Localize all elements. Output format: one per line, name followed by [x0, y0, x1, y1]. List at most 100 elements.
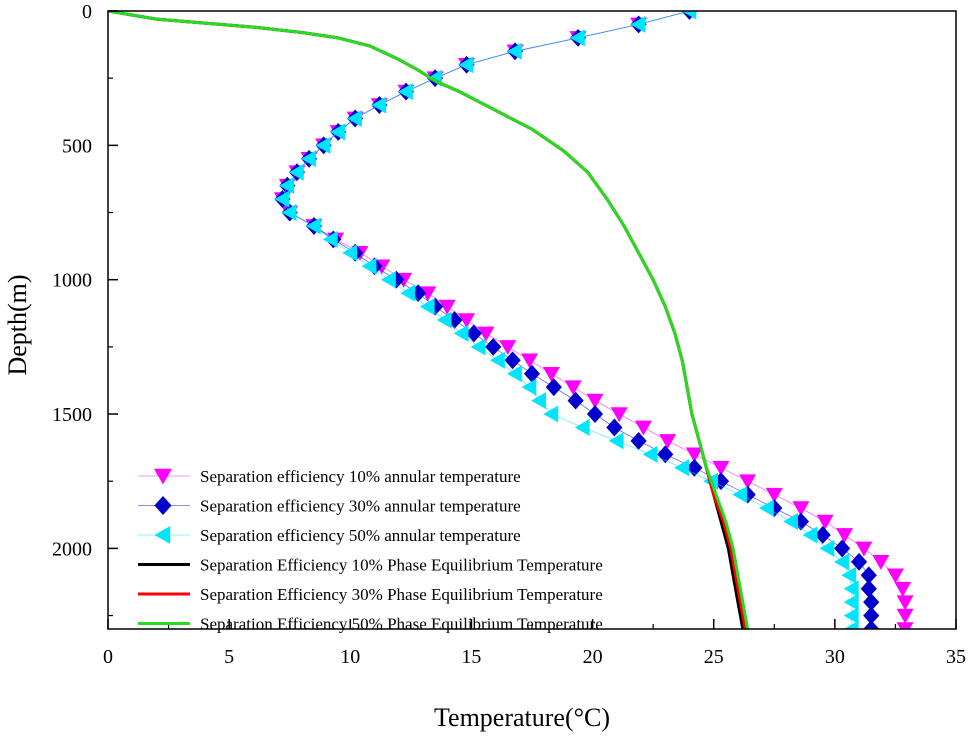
- legend-marker: [154, 526, 171, 544]
- data-point: [347, 109, 362, 127]
- data-point: [521, 353, 539, 369]
- data-point: [814, 526, 831, 544]
- data-point: [783, 513, 799, 531]
- data-point: [470, 338, 486, 356]
- legend-item-5: Separation Efficiency 30% Phase Equilibr…: [138, 585, 603, 604]
- data-point: [843, 580, 859, 598]
- x-tick-label: 5: [224, 646, 234, 668]
- data-point: [499, 340, 517, 355]
- data-point: [896, 622, 914, 629]
- data-point: [400, 284, 416, 302]
- data-point: [872, 555, 890, 570]
- data-point: [816, 514, 834, 530]
- data-point: [851, 552, 868, 571]
- y-tick-label: 500: [62, 135, 92, 157]
- axes-layer: 0 5 10 15 20 25 30 35 0 500 1000 1500 2000: [52, 1, 966, 668]
- data-point: [567, 391, 584, 410]
- data-point: [521, 378, 537, 396]
- data-point: [564, 380, 582, 396]
- data-point: [712, 460, 730, 476]
- y-tick-label: 0: [82, 1, 92, 23]
- data-point: [863, 593, 880, 612]
- data-point: [863, 606, 880, 625]
- data-point: [834, 539, 851, 558]
- data-point: [766, 499, 783, 518]
- data-point: [485, 337, 502, 356]
- data-point: [630, 431, 647, 450]
- data-point: [886, 568, 904, 584]
- legend-label: Separation Efficiency 50% Phase Equilibr…: [200, 615, 603, 634]
- data-point: [543, 405, 559, 423]
- data-point: [843, 620, 859, 629]
- y-tick-label: 2000: [52, 538, 92, 560]
- data-point: [380, 271, 396, 289]
- legend-marker: [154, 496, 172, 515]
- data-point: [397, 83, 413, 101]
- data-point: [841, 566, 857, 584]
- data-point: [279, 177, 295, 195]
- data-point: [301, 150, 316, 168]
- data-point: [802, 526, 818, 544]
- data-point: [288, 163, 304, 181]
- data-point: [843, 607, 859, 625]
- data-point: [896, 608, 914, 624]
- data-point: [436, 311, 452, 329]
- legend-label: Separation Efficiency 10% Phase Equilibr…: [200, 556, 603, 575]
- data-point: [438, 299, 456, 315]
- data-point: [674, 459, 690, 477]
- y-axis-title: Depth(m): [3, 274, 32, 375]
- series-layer: [108, 11, 914, 629]
- data-point: [542, 366, 560, 382]
- data-point: [634, 420, 652, 436]
- legend-item-2: Separation efficiency 30% annular temper…: [138, 496, 521, 516]
- data-point: [342, 244, 358, 262]
- data-point: [586, 393, 604, 409]
- data-point: [657, 445, 674, 464]
- x-tick-label: 10: [340, 646, 360, 668]
- data-point: [523, 364, 541, 383]
- legend-item-1: Separation efficiency 10% annular temper…: [138, 467, 521, 486]
- data-point: [712, 472, 730, 491]
- data-point: [490, 351, 505, 369]
- data-point: [642, 445, 658, 463]
- legend-label: Separation Efficiency 30% Phase Equilibr…: [200, 585, 603, 604]
- data-point: [630, 15, 646, 33]
- legend-item-3: Separation efficiency 50% annular temper…: [138, 526, 521, 545]
- data-point: [685, 447, 703, 463]
- data-point: [792, 501, 810, 517]
- data-point: [819, 539, 835, 557]
- data-point: [681, 11, 697, 20]
- data-point: [586, 405, 604, 423]
- data-point: [659, 434, 677, 449]
- data-point: [765, 487, 783, 503]
- data-point: [860, 579, 877, 598]
- data-point: [465, 324, 482, 343]
- x-tick-label: 20: [583, 646, 603, 668]
- data-point: [281, 204, 297, 222]
- data-point: [836, 528, 854, 544]
- series-line: [108, 11, 750, 629]
- x-axis-title: Temperature(°C): [434, 703, 610, 732]
- data-point: [531, 392, 547, 410]
- data-point: [569, 29, 585, 47]
- legend-label: Separation efficiency 30% annular temper…: [200, 497, 521, 516]
- data-point: [506, 42, 522, 60]
- legend-label: Separation efficiency 10% annular temper…: [200, 467, 521, 486]
- data-point: [371, 96, 387, 114]
- data-point: [896, 595, 914, 611]
- x-tick-label: 35: [946, 646, 966, 668]
- data-point: [608, 432, 624, 450]
- data-point: [843, 593, 859, 611]
- data-point: [610, 407, 628, 423]
- legend-item-4: Separation Efficiency 10% Phase Equilibr…: [138, 556, 603, 575]
- data-point: [361, 257, 377, 275]
- data-point: [322, 230, 338, 248]
- data-point: [739, 474, 757, 490]
- data-point: [330, 123, 345, 141]
- data-point: [458, 56, 474, 74]
- data-point: [860, 566, 877, 585]
- x-tick-label: 15: [461, 646, 481, 668]
- data-point: [863, 620, 880, 629]
- data-point: [315, 136, 331, 154]
